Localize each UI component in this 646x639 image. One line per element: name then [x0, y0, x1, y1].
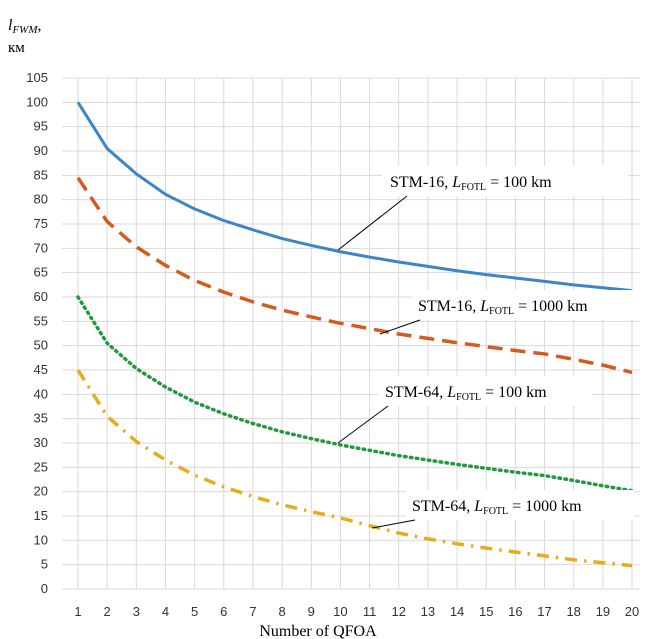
series-line-stm16-100: [76, 101, 633, 293]
y-tick-label: 85: [34, 167, 48, 182]
y-tick-label: 20: [34, 484, 48, 499]
x-tick-label: 16: [508, 604, 522, 619]
x-tick-label: 2: [104, 604, 111, 619]
annotation-prefix: STM-16,: [390, 174, 452, 191]
x-tick-label: 13: [421, 604, 435, 619]
y-axis-suffix: ,: [38, 17, 42, 34]
annotation-prefix: STM-64,: [385, 384, 447, 401]
y-tick-label: 0: [41, 581, 48, 596]
x-tick-label: 11: [363, 604, 377, 619]
x-tick-label: 3: [133, 604, 140, 619]
x-tick-label: 8: [278, 604, 285, 619]
annotation-subscript: FOTL: [461, 182, 486, 193]
annotation-prefix: STM-16,: [418, 298, 480, 315]
y-tick-label: 15: [34, 508, 48, 523]
x-tick-label: 5: [191, 604, 198, 619]
x-tick-label: 9: [308, 604, 315, 619]
y-tick-label: 95: [34, 119, 48, 134]
x-tick-label: 1: [74, 604, 81, 619]
y-tick-label: 5: [41, 557, 48, 572]
annotation-suffix: = 100 km: [481, 384, 547, 401]
x-tick-label: 6: [220, 604, 227, 619]
annotation-label-stm64-100: STM-64, LFOTL = 100 km: [385, 384, 547, 403]
y-tick-label: 35: [34, 411, 48, 426]
y-tick-label: 65: [34, 265, 48, 280]
series-line-stm64-1000: [76, 369, 633, 568]
y-tick-labels: 0 5 10 15 20 25 30 35 40 45 50 55 60 65 70 75 80 85 90 95 10…: [26, 70, 48, 596]
y-tick-label: 90: [34, 143, 48, 158]
y-axis-subscript: FWM: [11, 24, 38, 36]
x-tick-label: 17: [537, 604, 551, 619]
y-tick-label: 55: [34, 313, 48, 328]
annotation-box-stm16-100: [382, 166, 628, 196]
x-tick-label: 7: [249, 604, 256, 619]
annotation-leader-stm16-1000: [379, 319, 421, 335]
x-tick-label: 20: [625, 604, 639, 619]
y-axis-variable: l: [8, 17, 13, 34]
x-tick-label: 18: [566, 604, 580, 619]
x-tick-labels: 1 2 3 4 5 6 7 8 9 10 11 12 13 14 15 16 17 18 19 20: [74, 604, 639, 619]
annotation-box-stm16-1000: [412, 290, 640, 320]
annotation-variable: L: [473, 498, 483, 515]
annotation-prefix: STM-64,: [412, 498, 474, 515]
annotation-subscript: FOTL: [483, 506, 508, 517]
series-line-stm64-100: [76, 295, 634, 493]
annotation-label-stm64-1000: STM-64, LFOTL = 1000 km: [412, 498, 582, 517]
x-tick-label: 15: [479, 604, 493, 619]
annotation-suffix: = 1000 km: [514, 298, 588, 315]
series-line-stm16-1000: [76, 176, 633, 375]
x-tick-label: 4: [162, 604, 169, 619]
annotation-label-stm16-100: STM-16, LFOTL = 100 km: [390, 174, 552, 193]
annotation-variable: L: [451, 174, 461, 191]
annotation-suffix: = 1000 km: [508, 498, 582, 515]
annotation-variable: L: [446, 384, 456, 401]
y-axis-label: lFWM,: [8, 17, 42, 36]
series-lines: [76, 101, 634, 568]
y-tick-label: 60: [34, 289, 48, 304]
x-axis-label: Number of QFOA: [259, 623, 377, 639]
x-tick-label: 10: [333, 604, 347, 619]
y-tick-label: 25: [34, 459, 48, 474]
y-axis-unit: км: [8, 40, 25, 56]
y-tick-label: 80: [34, 192, 48, 207]
y-tick-label: 45: [34, 362, 48, 377]
y-tick-label: 70: [34, 240, 48, 255]
x-tick-label: 14: [450, 604, 464, 619]
annotation-box-stm64-100: [378, 376, 592, 406]
x-tick-label: 12: [392, 604, 406, 619]
y-tick-label: 50: [34, 338, 48, 353]
annotation-label-stm16-1000: STM-16, LFOTL = 1000 km: [418, 298, 588, 317]
y-tick-label: 30: [34, 435, 48, 450]
y-tick-label: 75: [34, 216, 48, 231]
annotation-leader-stm64-100: [337, 405, 389, 444]
annotation-box-stm64-1000: [406, 490, 634, 520]
y-tick-label: 100: [26, 94, 48, 109]
annotation-leader-stm16-100: [337, 195, 408, 251]
y-tick-label: 40: [34, 386, 48, 401]
annotation-subscript: FOTL: [456, 392, 481, 403]
y-tick-label: 105: [26, 70, 48, 85]
annotation-subscript: FOTL: [489, 306, 514, 317]
y-tick-label: 10: [34, 532, 48, 547]
annotation-variable: L: [479, 298, 489, 315]
x-tick-label: 19: [596, 604, 610, 619]
annotation-leader-stm64-1000: [371, 519, 416, 529]
annotation-suffix: = 100 km: [486, 174, 552, 191]
